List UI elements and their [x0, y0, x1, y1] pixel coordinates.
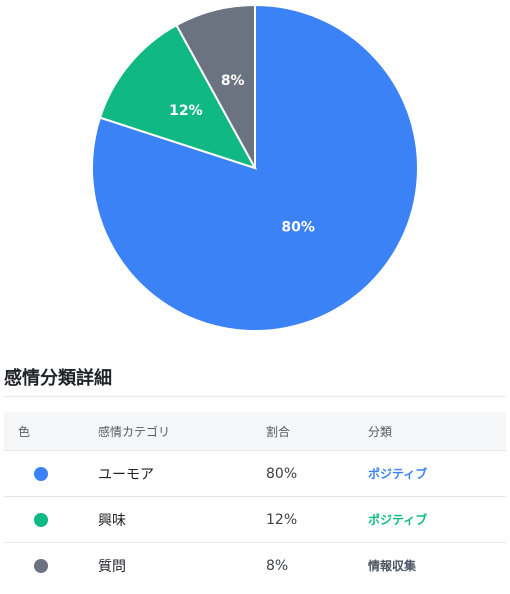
pie-slice-1	[98, 23, 258, 170]
section-title: 感情分類詳細	[4, 368, 112, 389]
class-label: 情報収集	[368, 559, 417, 573]
category-name: ユーモア	[98, 466, 154, 483]
category-name: 興味	[98, 512, 126, 529]
class-label: ポジティブ	[368, 467, 428, 481]
title-divider	[4, 396, 506, 397]
color-dot	[34, 466, 48, 481]
pie-slice-label-2: 8%	[221, 73, 245, 89]
color-dot	[34, 512, 48, 527]
emotion-breakdown-table: 色 感情カテゴリ 割合 分類 ユーモア 80% ポジティブ 興味 12% ポジテ…	[4, 412, 506, 588]
ratio-value: 80%	[266, 465, 298, 482]
header-color: 色	[18, 424, 31, 439]
color-dot	[34, 558, 48, 573]
table-row: ユーモア 80% ポジティブ	[4, 450, 506, 497]
class-label: ポジティブ	[368, 513, 428, 527]
pie-slice-0	[91, 3, 419, 332]
header-ratio: 割合	[266, 424, 291, 439]
ratio-value: 12%	[266, 511, 298, 528]
category-name: 質問	[98, 558, 126, 575]
emotion-pie-chart: 80% 12% 8%	[91, 3, 419, 332]
pie-slice-label-1: 12%	[169, 103, 203, 119]
header-category: 感情カテゴリ	[98, 424, 171, 439]
pie-slice-label-0: 80%	[281, 219, 315, 235]
table-header-row: 色 感情カテゴリ 割合 分類	[4, 412, 506, 451]
table-row: 質問 8% 情報収集	[4, 542, 506, 588]
pie-slice-2	[175, 3, 256, 169]
ratio-value: 8%	[266, 557, 289, 574]
header-class: 分類	[368, 424, 393, 439]
table-row: 興味 12% ポジティブ	[4, 496, 506, 543]
